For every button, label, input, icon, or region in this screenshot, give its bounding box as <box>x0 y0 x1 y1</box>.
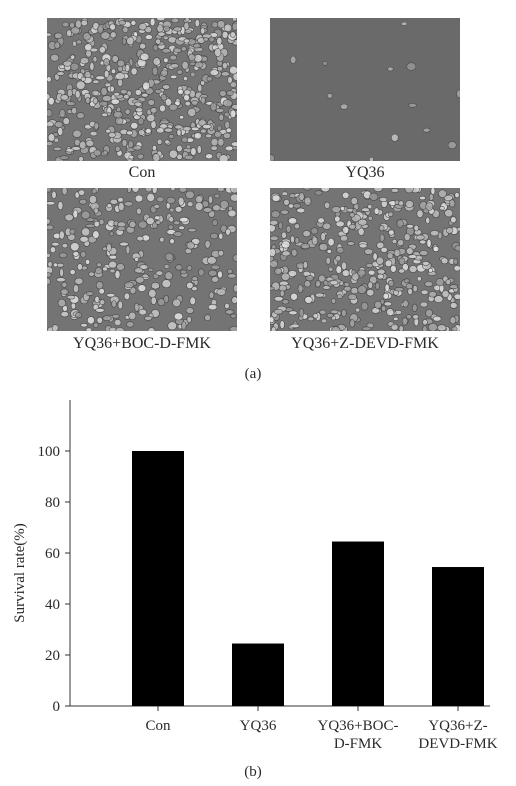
micrograph-yq36-cells <box>270 18 460 161</box>
y-tick-label-4: 80 <box>45 495 60 511</box>
y-tick-label-0: 0 <box>53 699 61 715</box>
caption-yq36: YQ36 <box>345 164 385 181</box>
y-tick-label-2: 40 <box>45 597 60 613</box>
y-tick-label-5: 100 <box>38 444 61 460</box>
y-tick-label-3: 60 <box>45 546 60 562</box>
x-tick-label-2-1: D-FMK <box>334 736 383 752</box>
bar-2 <box>332 541 384 706</box>
caption-yq36-boc: YQ36+BOC-D-FMK <box>73 335 211 352</box>
x-tick-label-3-0: YQ36+Z- <box>428 718 487 734</box>
x-tick-label-2-0: YQ36+BOC- <box>318 718 399 734</box>
caption-yq36-zdevd: YQ36+Z-DEVD-FMK <box>291 335 439 352</box>
y-axis-label: Survival rate(%) <box>12 523 28 623</box>
x-tick-label-3-1: DEVD-FMK <box>418 736 497 752</box>
x-tick-label-0-0: Con <box>145 718 171 734</box>
micrograph-yq36 <box>270 18 460 161</box>
micrograph-con <box>47 18 237 161</box>
panel-a-label: (a) <box>244 366 262 382</box>
bar-0 <box>132 451 184 706</box>
micrograph-yq36-boc <box>47 188 237 331</box>
x-tick-label-1-0: YQ36 <box>240 718 277 734</box>
bar-3 <box>432 567 484 706</box>
survival-rate-bar-chart: 0 20 40 60 80 100 Survival rate(%) Con YQ36 YQ36+… <box>12 400 498 780</box>
bar-1 <box>232 643 284 706</box>
caption-con: Con <box>128 164 156 181</box>
micrograph-yq36-zdevd-cells <box>270 188 460 331</box>
y-tick-label-1: 20 <box>45 648 60 664</box>
panel-b-label: (b) <box>244 764 262 780</box>
micrograph-yq36-zdevd <box>270 188 460 331</box>
micrograph-con-cells <box>47 18 237 161</box>
micrograph-yq36-boc-cells <box>47 188 237 331</box>
